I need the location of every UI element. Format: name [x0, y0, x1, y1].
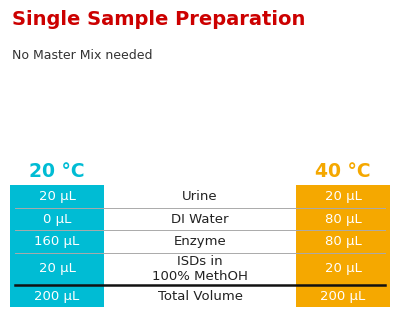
Text: Single Sample Preparation: Single Sample Preparation — [12, 10, 305, 29]
Text: 0 μL: 0 μL — [43, 212, 71, 225]
Text: 20 μL: 20 μL — [38, 262, 76, 275]
Text: 200 μL: 200 μL — [34, 290, 80, 303]
Text: Total Volume: Total Volume — [158, 290, 242, 303]
FancyBboxPatch shape — [290, 178, 396, 315]
Text: Enzyme: Enzyme — [174, 235, 226, 248]
Text: No Master Mix needed: No Master Mix needed — [12, 49, 152, 62]
Text: DI Water: DI Water — [171, 212, 229, 225]
Text: 160 μL: 160 μL — [34, 235, 80, 248]
Text: 20 °C: 20 °C — [29, 162, 85, 181]
Text: Urine: Urine — [182, 190, 218, 203]
Text: 200 μL: 200 μL — [320, 290, 366, 303]
Text: ISDs in
100% MethOH: ISDs in 100% MethOH — [152, 255, 248, 283]
Text: 40 °C: 40 °C — [315, 162, 371, 181]
Text: 20 μL: 20 μL — [324, 262, 362, 275]
Text: 20 μL: 20 μL — [38, 190, 76, 203]
Text: 80 μL: 80 μL — [325, 235, 361, 248]
Text: 20 μL: 20 μL — [324, 190, 362, 203]
FancyBboxPatch shape — [4, 178, 110, 315]
Text: 80 μL: 80 μL — [325, 212, 361, 225]
